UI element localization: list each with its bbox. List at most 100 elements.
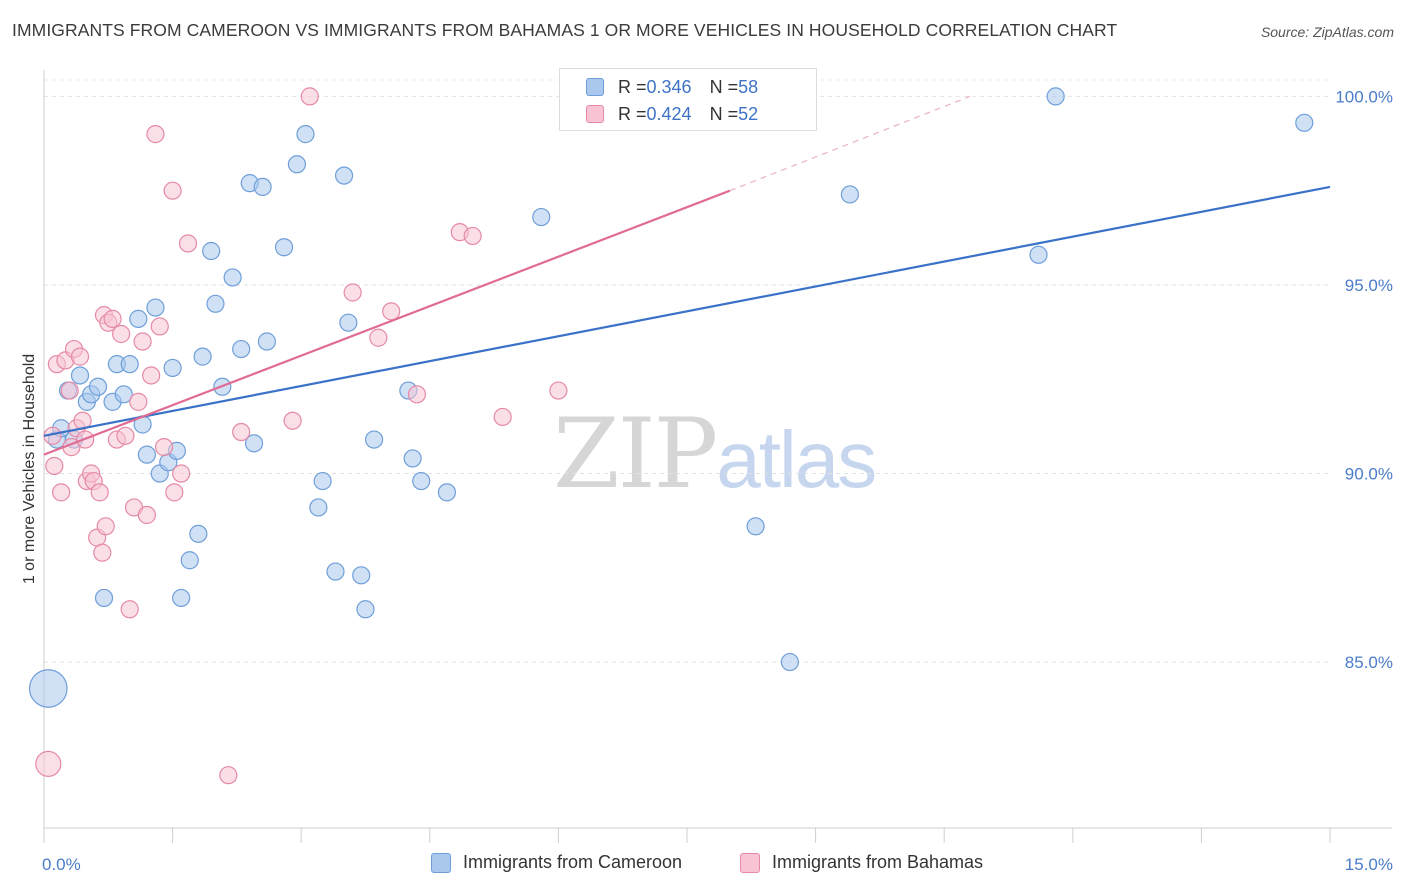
point-cameroon <box>193 347 212 366</box>
point-cameroon <box>1029 245 1048 264</box>
point-cameroon <box>364 430 384 449</box>
y-tick-label: 85.0% <box>1345 653 1393 672</box>
point-cameroon <box>532 207 551 227</box>
point-cameroon <box>326 562 345 581</box>
point-cameroon <box>88 377 108 396</box>
point-bahamas <box>96 517 115 536</box>
series-legend-cameroon: Immigrants from Cameroon <box>431 852 682 873</box>
point-cameroon <box>309 498 328 517</box>
point-bahamas <box>163 181 182 200</box>
y-axis-label: 1 or more Vehicles in Household <box>21 354 38 584</box>
point-cameroon <box>840 185 859 204</box>
series-legend-bahamas: Immigrants from Bahamas <box>740 852 983 873</box>
point-bahamas <box>137 505 156 525</box>
point-bahamas <box>60 381 79 400</box>
watermark-zip: ZIP <box>553 398 718 510</box>
legend-r-label: R = <box>618 103 647 124</box>
point-bahamas <box>178 234 198 253</box>
point-cameroon <box>146 298 165 317</box>
point-cameroon <box>412 471 431 491</box>
point-cameroon <box>163 358 182 378</box>
point-bahamas <box>154 438 174 457</box>
series-swatch-cameroon <box>431 852 451 873</box>
point-bahamas <box>146 125 165 144</box>
point-bahamas <box>103 309 122 328</box>
series-legend: Immigrants from Cameroon Immigrants from… <box>0 852 1406 878</box>
point-cameroon <box>1046 87 1065 106</box>
point-cameroon <box>296 125 315 144</box>
chart-source: Source: ZipAtlas.com <box>1260 24 1394 40</box>
point-bahamas <box>52 483 71 502</box>
point-cameroon <box>232 339 251 359</box>
stats-legend: R = 0.346 N = 58 R = 0.424 N = 52 <box>559 68 817 131</box>
point-cameroon <box>313 471 332 491</box>
legend-n-value: 52 <box>738 103 759 124</box>
legend-r-value: 0.346 <box>646 76 692 97</box>
x-tick-label: 0.0% <box>42 855 81 874</box>
point-cameroon <box>746 517 765 536</box>
point-cameroon <box>172 588 191 608</box>
point-bahamas <box>283 411 302 430</box>
point-cameroon <box>223 268 242 287</box>
watermark-atlas: atlas <box>716 415 877 504</box>
point-bahamas <box>549 381 568 400</box>
legend-r-label: R = <box>618 76 647 97</box>
point-cameroon <box>202 241 221 261</box>
point-cameroon <box>94 588 114 608</box>
y-tick-label: 90.0% <box>1345 465 1393 484</box>
point-bahamas <box>463 226 482 246</box>
x-tick-label: 15.0% <box>1345 855 1393 874</box>
point-cameroon <box>352 566 371 585</box>
point-cameroon <box>114 385 133 404</box>
point-cameroon <box>137 445 156 464</box>
point-cameroon <box>28 669 68 708</box>
trendline-cameroon <box>43 185 1331 437</box>
point-bahamas <box>35 750 62 777</box>
legend-n-value: 58 <box>738 76 759 97</box>
legend-swatch-cameroon <box>586 78 604 96</box>
point-bahamas <box>232 422 251 442</box>
point-bahamas <box>382 302 401 321</box>
y-tick-label: 95.0% <box>1345 276 1393 295</box>
point-bahamas <box>120 600 139 619</box>
point-bahamas <box>142 366 161 385</box>
trendline-bahamas <box>43 189 731 456</box>
point-bahamas <box>129 392 148 411</box>
point-bahamas <box>343 283 362 302</box>
series-swatch-bahamas <box>740 852 760 873</box>
point-cameroon <box>780 652 799 672</box>
point-cameroon <box>339 313 358 332</box>
point-bahamas <box>172 464 191 483</box>
legend-n-label: N = <box>709 76 739 97</box>
legend-n-label: N = <box>709 103 739 124</box>
point-cameroon <box>334 166 354 185</box>
legend-row-cameroon: R = 0.346 N = 58 <box>586 75 758 99</box>
series-label-bahamas: Immigrants from Bahamas <box>772 852 984 872</box>
point-bahamas <box>70 347 90 366</box>
point-bahamas <box>112 324 131 344</box>
point-cameroon <box>257 332 277 351</box>
point-bahamas <box>133 332 152 351</box>
point-cameroon <box>120 355 139 374</box>
point-bahamas <box>407 385 427 404</box>
point-bahamas <box>493 407 512 427</box>
point-bahamas <box>90 483 109 502</box>
point-cameroon <box>287 155 307 174</box>
point-bahamas <box>150 317 169 336</box>
legend-r-value: 0.424 <box>646 103 692 124</box>
point-bahamas <box>219 766 238 785</box>
point-cameroon <box>129 309 148 328</box>
point-bahamas <box>93 543 112 562</box>
point-bahamas <box>300 87 319 106</box>
point-bahamas <box>369 328 388 347</box>
point-cameroon <box>253 177 272 197</box>
watermark: ZIPatlas <box>553 398 877 510</box>
point-cameroon <box>274 238 294 257</box>
series-label-cameroon: Immigrants from Cameroon <box>463 852 683 872</box>
point-bahamas <box>45 456 64 476</box>
legend-row-bahamas: R = 0.424 N = 52 <box>586 102 758 126</box>
trendline-bahamas-extension <box>729 95 971 192</box>
point-bahamas <box>116 426 135 445</box>
chart-title: IMMIGRANTS FROM CAMEROON VS IMMIGRANTS F… <box>12 20 1118 40</box>
